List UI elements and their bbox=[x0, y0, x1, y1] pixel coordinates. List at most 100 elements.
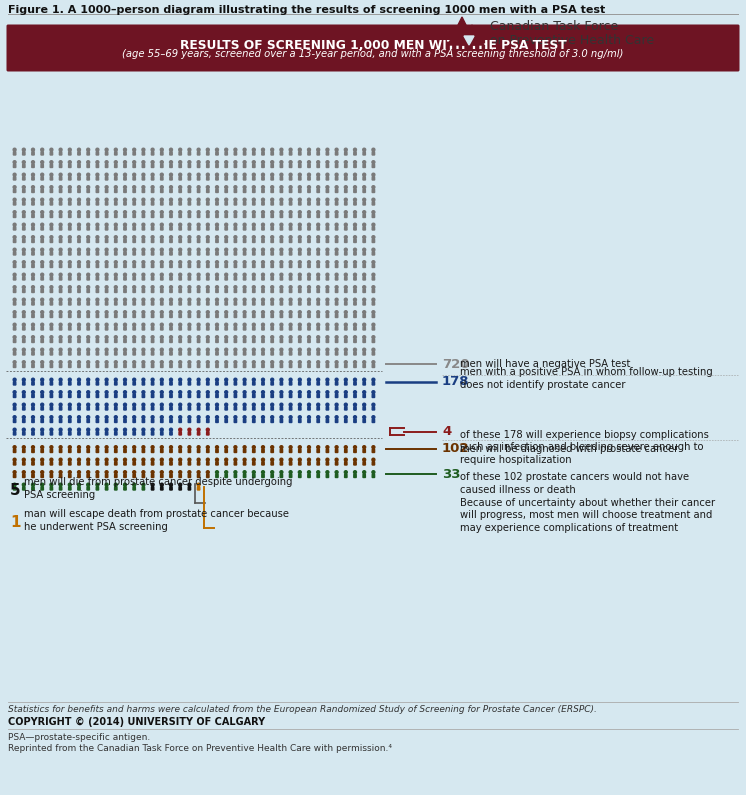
Polygon shape bbox=[151, 407, 154, 410]
Polygon shape bbox=[280, 152, 283, 155]
Circle shape bbox=[243, 378, 246, 381]
Text: man will escape death from prostate cancer because
he underwent PSA screening: man will escape death from prostate canc… bbox=[24, 509, 289, 532]
Polygon shape bbox=[308, 474, 310, 478]
Polygon shape bbox=[188, 487, 191, 490]
Circle shape bbox=[160, 248, 163, 251]
Circle shape bbox=[197, 458, 200, 461]
Polygon shape bbox=[188, 339, 191, 343]
Polygon shape bbox=[253, 239, 255, 242]
Polygon shape bbox=[87, 449, 90, 452]
Circle shape bbox=[345, 416, 348, 419]
Circle shape bbox=[252, 361, 255, 363]
Polygon shape bbox=[243, 164, 246, 168]
Circle shape bbox=[133, 223, 136, 226]
Circle shape bbox=[114, 390, 117, 394]
Circle shape bbox=[96, 285, 99, 289]
Circle shape bbox=[289, 335, 292, 339]
Polygon shape bbox=[13, 432, 16, 435]
Circle shape bbox=[59, 273, 62, 276]
Circle shape bbox=[289, 161, 292, 164]
Polygon shape bbox=[216, 327, 219, 330]
Circle shape bbox=[142, 416, 145, 419]
Circle shape bbox=[169, 173, 172, 176]
Circle shape bbox=[207, 390, 210, 394]
Circle shape bbox=[50, 378, 53, 381]
Polygon shape bbox=[133, 189, 136, 192]
Circle shape bbox=[207, 273, 210, 276]
Polygon shape bbox=[115, 252, 117, 255]
Polygon shape bbox=[298, 382, 301, 385]
Circle shape bbox=[142, 235, 145, 238]
Circle shape bbox=[41, 186, 44, 188]
Circle shape bbox=[271, 361, 274, 363]
Polygon shape bbox=[234, 339, 236, 343]
Circle shape bbox=[22, 273, 25, 276]
Circle shape bbox=[96, 458, 99, 461]
Circle shape bbox=[271, 235, 274, 238]
Polygon shape bbox=[124, 314, 126, 317]
Circle shape bbox=[234, 471, 237, 474]
Polygon shape bbox=[298, 239, 301, 242]
Polygon shape bbox=[188, 176, 191, 180]
Circle shape bbox=[142, 390, 145, 394]
Circle shape bbox=[345, 235, 348, 238]
Circle shape bbox=[160, 403, 163, 406]
Circle shape bbox=[142, 148, 145, 151]
Polygon shape bbox=[354, 301, 357, 305]
Polygon shape bbox=[69, 462, 71, 465]
Polygon shape bbox=[234, 214, 236, 218]
Polygon shape bbox=[280, 301, 283, 305]
Polygon shape bbox=[234, 227, 236, 230]
Circle shape bbox=[78, 446, 81, 448]
Polygon shape bbox=[372, 202, 374, 205]
Polygon shape bbox=[271, 252, 274, 255]
Circle shape bbox=[133, 173, 136, 176]
Circle shape bbox=[307, 186, 310, 188]
Circle shape bbox=[124, 235, 127, 238]
Polygon shape bbox=[41, 474, 43, 478]
Polygon shape bbox=[243, 176, 246, 180]
Circle shape bbox=[41, 471, 44, 474]
Polygon shape bbox=[179, 407, 181, 410]
Circle shape bbox=[363, 285, 366, 289]
Circle shape bbox=[22, 403, 25, 406]
Polygon shape bbox=[151, 277, 154, 280]
Circle shape bbox=[262, 348, 265, 351]
Circle shape bbox=[22, 324, 25, 326]
Polygon shape bbox=[151, 474, 154, 478]
Circle shape bbox=[216, 298, 219, 301]
Circle shape bbox=[262, 248, 265, 251]
Polygon shape bbox=[271, 407, 274, 410]
Polygon shape bbox=[363, 449, 366, 452]
Circle shape bbox=[243, 348, 246, 351]
Circle shape bbox=[188, 390, 191, 394]
Polygon shape bbox=[170, 214, 172, 218]
Polygon shape bbox=[188, 462, 191, 465]
Polygon shape bbox=[308, 189, 310, 192]
Circle shape bbox=[280, 335, 283, 339]
Circle shape bbox=[197, 223, 200, 226]
Circle shape bbox=[124, 285, 127, 289]
Polygon shape bbox=[188, 432, 191, 435]
Polygon shape bbox=[354, 227, 357, 230]
Circle shape bbox=[317, 285, 320, 289]
Circle shape bbox=[31, 361, 34, 363]
Polygon shape bbox=[96, 394, 98, 398]
Circle shape bbox=[298, 324, 301, 326]
Polygon shape bbox=[142, 264, 145, 267]
Polygon shape bbox=[179, 301, 181, 305]
Polygon shape bbox=[326, 164, 329, 168]
Circle shape bbox=[78, 361, 81, 363]
Polygon shape bbox=[336, 419, 338, 422]
Circle shape bbox=[335, 198, 338, 201]
Polygon shape bbox=[271, 202, 274, 205]
Polygon shape bbox=[188, 449, 191, 452]
Circle shape bbox=[133, 429, 136, 431]
Circle shape bbox=[335, 324, 338, 326]
Polygon shape bbox=[60, 327, 62, 330]
Polygon shape bbox=[372, 394, 374, 398]
Polygon shape bbox=[234, 239, 236, 242]
Polygon shape bbox=[41, 449, 43, 452]
Circle shape bbox=[96, 211, 99, 214]
Circle shape bbox=[280, 311, 283, 314]
